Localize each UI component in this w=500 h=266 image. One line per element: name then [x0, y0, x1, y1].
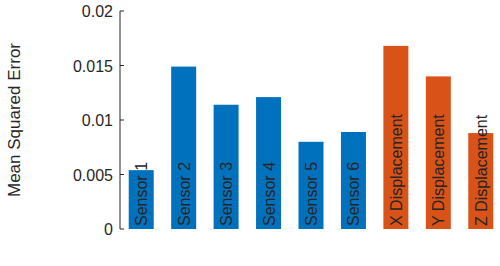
bar — [171, 67, 196, 229]
category-label: Sensor 1 — [133, 162, 150, 226]
category-label: Sensor 6 — [345, 162, 362, 226]
bar — [214, 105, 239, 229]
category-label: Sensor 3 — [218, 162, 235, 226]
bar — [426, 76, 451, 229]
y-tick-label: 0 — [104, 221, 113, 238]
category-label: Z Displacement — [473, 114, 490, 226]
category-label: Y Displacement — [430, 114, 447, 226]
bar — [341, 132, 366, 229]
bars — [129, 46, 494, 229]
y-tick-label: 0.015 — [73, 58, 113, 75]
chart-svg: Sensor 1 Sensor 2 Sensor 3 Sensor 4 Sensor 5… — [0, 0, 500, 266]
y-tick — [120, 120, 124, 121]
y-axis-label: Mean Squared Error — [5, 43, 24, 197]
bar — [256, 97, 281, 229]
bar — [299, 142, 324, 229]
y-tick — [120, 65, 124, 66]
y-tick — [120, 229, 124, 230]
bar — [383, 46, 408, 229]
category-label: Sensor 5 — [303, 162, 320, 226]
y-tick-label: 0.005 — [73, 167, 113, 184]
chart-container: Sensor 1 Sensor 2 Sensor 3 Sensor 4 Sensor 5… — [0, 0, 500, 266]
y-tick — [120, 11, 124, 12]
y-tick-label: 0.01 — [82, 112, 113, 129]
y-tick — [120, 174, 124, 175]
y-tick-label: 0.02 — [82, 3, 113, 20]
category-label: Sensor 4 — [261, 162, 278, 226]
category-label: X Displacement — [388, 113, 405, 226]
category-label: Sensor 2 — [176, 162, 193, 226]
